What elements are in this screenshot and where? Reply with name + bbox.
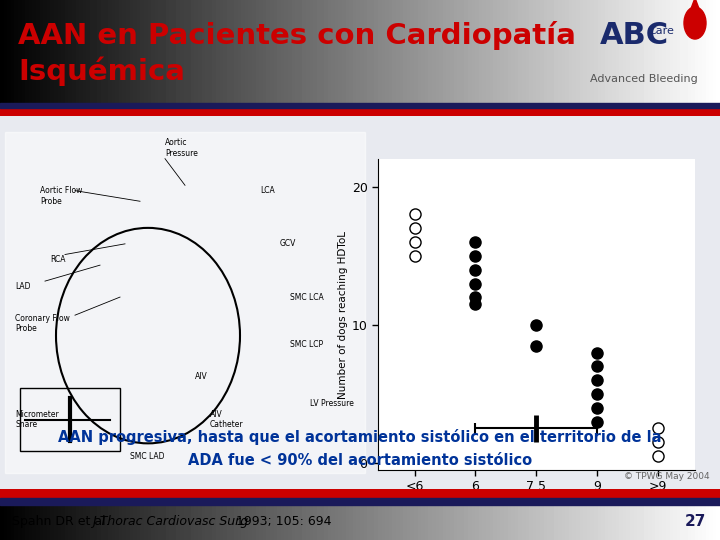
Bar <box>0 103 720 108</box>
Text: SMC LCA: SMC LCA <box>290 293 324 301</box>
Text: Advanced Bleeding: Advanced Bleeding <box>590 74 698 84</box>
Text: 27: 27 <box>685 515 706 529</box>
Text: J Thorac Cardiovasc Surg: J Thorac Cardiovasc Surg <box>92 515 248 529</box>
Ellipse shape <box>684 7 706 39</box>
Bar <box>5 132 365 472</box>
Text: AIV
Catheter: AIV Catheter <box>210 410 243 429</box>
X-axis label: Hemoglobin [ g% ]: Hemoglobin [ g% ] <box>478 499 595 512</box>
Text: LV Pressure: LV Pressure <box>310 399 354 408</box>
Text: Aortic Flow
Probe: Aortic Flow Probe <box>40 186 82 206</box>
Bar <box>20 388 120 451</box>
Text: AAN en Pacientes con Cardiopatía: AAN en Pacientes con Cardiopatía <box>18 21 576 50</box>
Text: ADA fue < 90% del acortamiento sistólico: ADA fue < 90% del acortamiento sistólico <box>188 453 532 468</box>
Bar <box>0 498 720 505</box>
Y-axis label: Number of dogs reaching HDToL: Number of dogs reaching HDToL <box>338 231 348 399</box>
Text: Spahn DR et al.: Spahn DR et al. <box>12 515 114 529</box>
Text: SMC LAD: SMC LAD <box>130 453 164 461</box>
Bar <box>0 489 720 498</box>
Text: Isquémica: Isquémica <box>18 56 185 85</box>
Text: AAN progresiva, hasta que el acortamiento sistólico en el territorio de la: AAN progresiva, hasta que el acortamient… <box>58 429 662 444</box>
Text: LCA: LCA <box>260 186 275 195</box>
Text: AIV: AIV <box>195 373 208 381</box>
Text: Coronary Flow
Probe: Coronary Flow Probe <box>15 314 70 333</box>
Text: ABC: ABC <box>600 21 669 50</box>
Text: LAD: LAD <box>15 282 30 291</box>
Bar <box>0 108 720 116</box>
Text: Aortic
Pressure: Aortic Pressure <box>165 138 198 158</box>
Polygon shape <box>689 0 701 14</box>
Text: Care: Care <box>648 26 674 36</box>
Text: © TPWG May 2004: © TPWG May 2004 <box>624 471 710 481</box>
Text: 1993; 105: 694: 1993; 105: 694 <box>232 515 331 529</box>
Text: GCV: GCV <box>280 239 297 248</box>
Text: SMC LCP: SMC LCP <box>290 341 323 349</box>
Text: Micrometer
Snare: Micrometer Snare <box>15 410 59 429</box>
Text: RCA: RCA <box>50 255 66 264</box>
